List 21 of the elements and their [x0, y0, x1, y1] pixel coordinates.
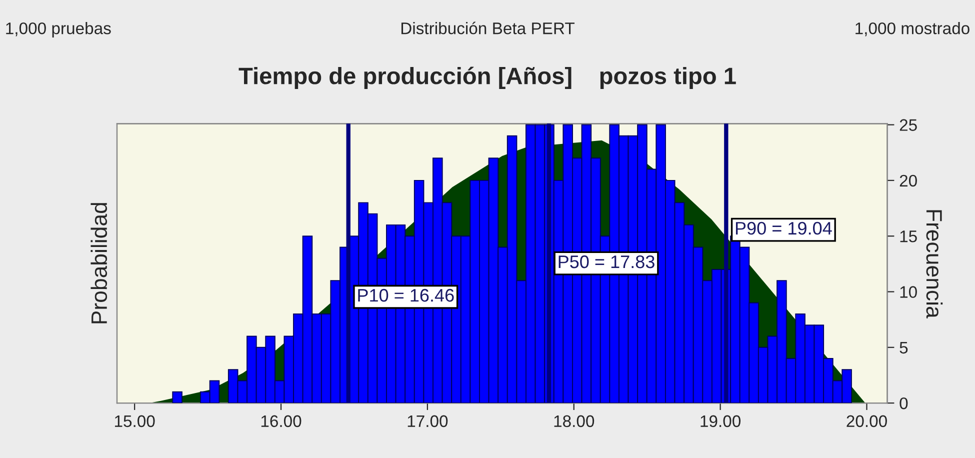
y2-tick-label: 10 [900, 286, 917, 298]
y2-tick-label: 0 [900, 397, 908, 410]
ref-line-label: P10 = 16.46 [358, 288, 454, 302]
x-tick-label: 20.00 [846, 415, 887, 428]
ref-line-label: P50 = 17.83 [558, 255, 654, 268]
text: 1,000 pruebas [6, 22, 111, 38]
y2-tick-label: 15 [900, 230, 917, 242]
text: 1,000 mostrado [856, 22, 970, 36]
x-tick-label: 16.00 [261, 415, 302, 428]
y2-tick-label: 25 [900, 119, 917, 131]
x-tick-label: 15.00 [114, 415, 155, 428]
y2-axis-title: Frecuencia [926, 210, 943, 318]
x-tick-label: 18.00 [554, 415, 594, 428]
ref-line-label: P90 = 19.04 [736, 222, 832, 235]
x-tick-label: 17.00 [408, 415, 448, 428]
y2-tick-label: 20 [900, 174, 917, 187]
chart-title: Tiempo de producción [Años] pozos tipo 1 [238, 66, 736, 89]
x-tick-label: 19.00 [700, 415, 741, 428]
y-axis-title: Probabilidad [90, 203, 108, 324]
y2-tick-label: 5 [900, 342, 908, 354]
text: Distribución Beta PERT [401, 22, 575, 34]
